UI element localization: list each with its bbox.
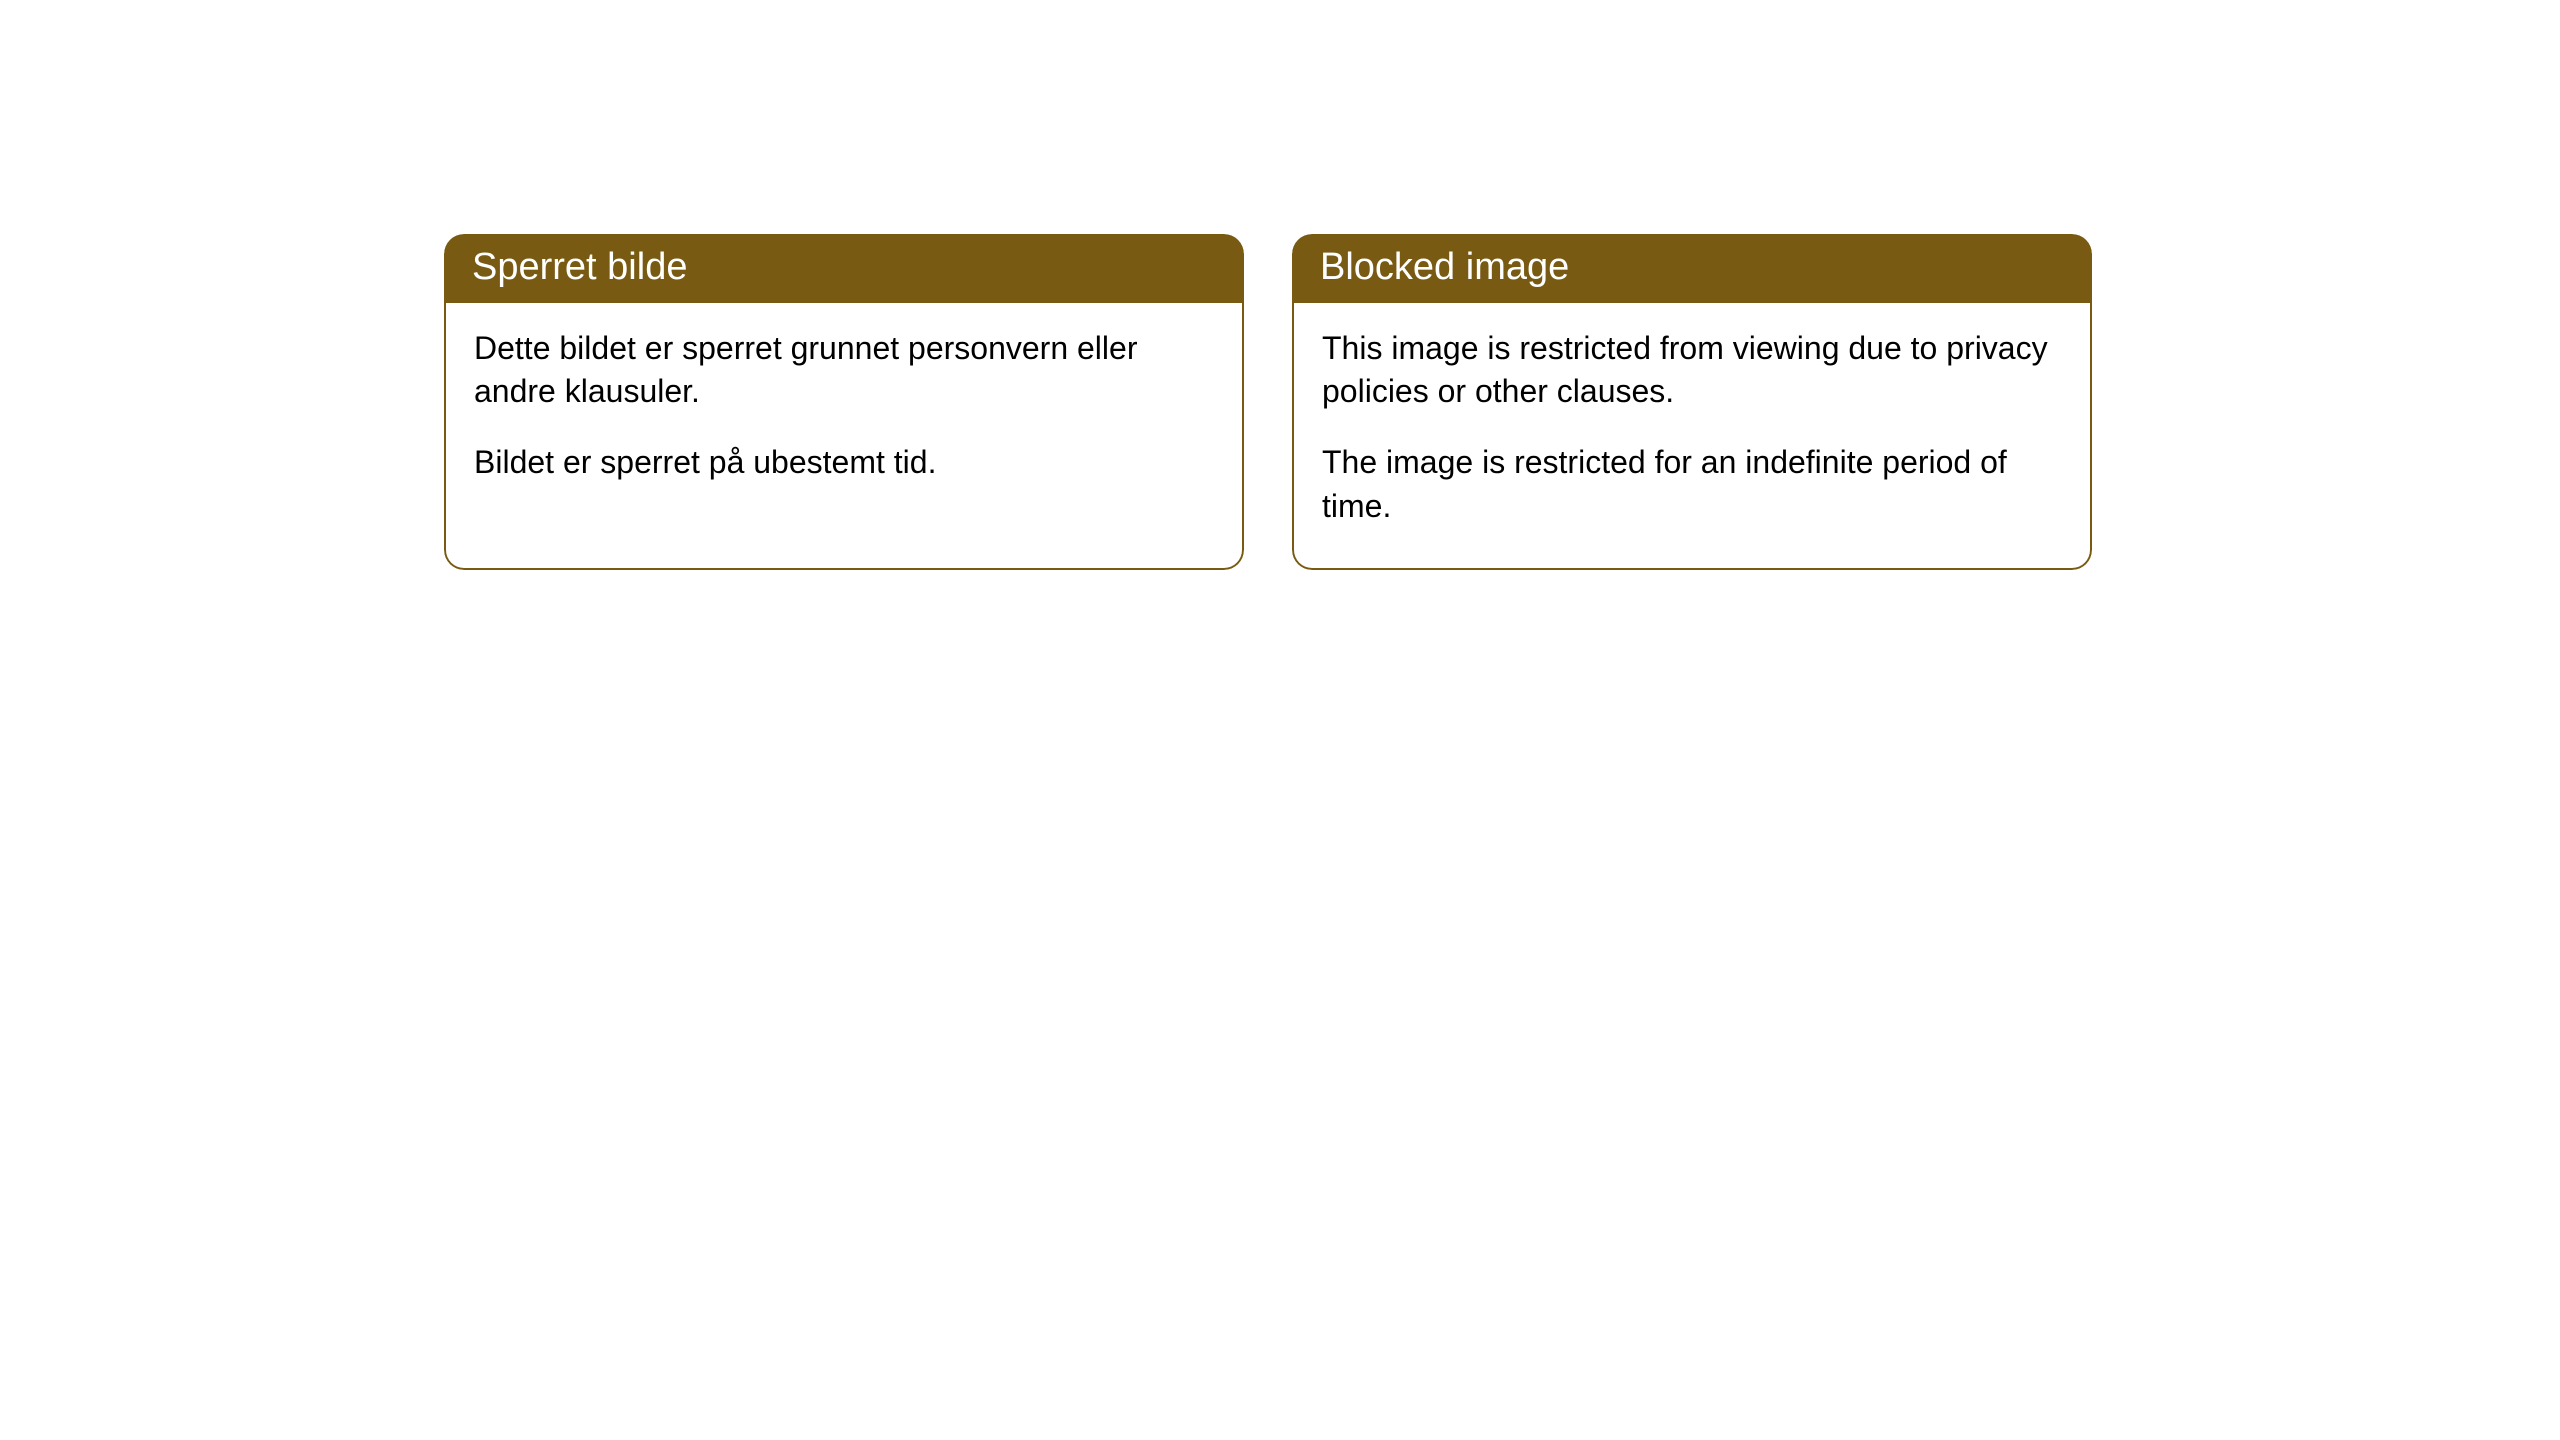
card-header-english: Blocked image [1292,234,2092,303]
card-body-norwegian: Dette bildet er sperret grunnet personve… [444,303,1244,570]
card-body-english: This image is restricted from viewing du… [1292,303,2092,570]
cards-container: Sperret bilde Dette bildet er sperret gr… [0,0,2560,570]
card-english: Blocked image This image is restricted f… [1292,234,2092,570]
card-paragraph-1-norwegian: Dette bildet er sperret grunnet personve… [474,327,1214,413]
card-header-norwegian: Sperret bilde [444,234,1244,303]
card-paragraph-2-norwegian: Bildet er sperret på ubestemt tid. [474,441,1214,484]
card-paragraph-2-english: The image is restricted for an indefinit… [1322,441,2062,527]
card-norwegian: Sperret bilde Dette bildet er sperret gr… [444,234,1244,570]
card-paragraph-1-english: This image is restricted from viewing du… [1322,327,2062,413]
